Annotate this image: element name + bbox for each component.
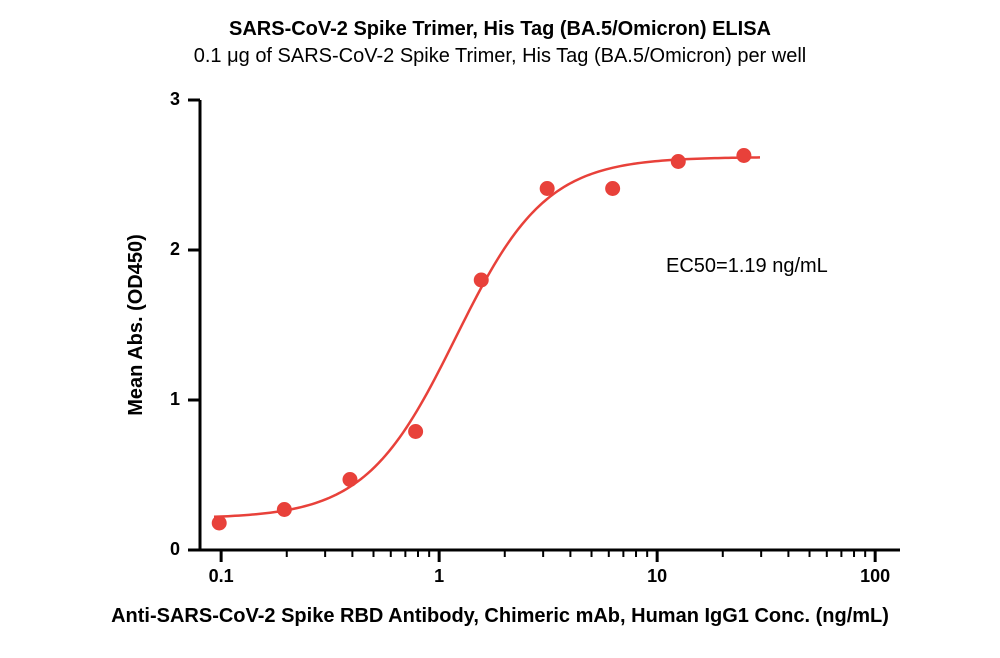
data-point — [474, 273, 488, 287]
svg-text:0: 0 — [170, 539, 180, 559]
data-point — [212, 516, 226, 530]
data-point — [540, 182, 554, 196]
svg-text:0.1: 0.1 — [209, 566, 234, 586]
data-point — [737, 149, 751, 163]
y-axis-label: Mean Abs. (OD450) — [125, 100, 148, 550]
svg-text:100: 100 — [860, 566, 890, 586]
svg-text:1: 1 — [434, 566, 444, 586]
svg-text:3: 3 — [170, 89, 180, 109]
fit-curve — [214, 157, 760, 516]
x-axis-label: Anti-SARS-CoV-2 Spike RBD Antibody, Chim… — [0, 605, 1000, 628]
data-point — [277, 503, 291, 517]
svg-text:2: 2 — [170, 239, 180, 259]
data-point — [606, 182, 620, 196]
svg-text:10: 10 — [647, 566, 667, 586]
data-point — [343, 473, 357, 487]
ec50-annotation: EC50=1.19 ng/mL — [666, 255, 828, 278]
svg-text:1: 1 — [170, 389, 180, 409]
data-point — [409, 425, 423, 439]
chart-plot-area: 0 1 2 3 0.1 1 10 100 — [0, 0, 1000, 658]
data-point — [671, 155, 685, 169]
